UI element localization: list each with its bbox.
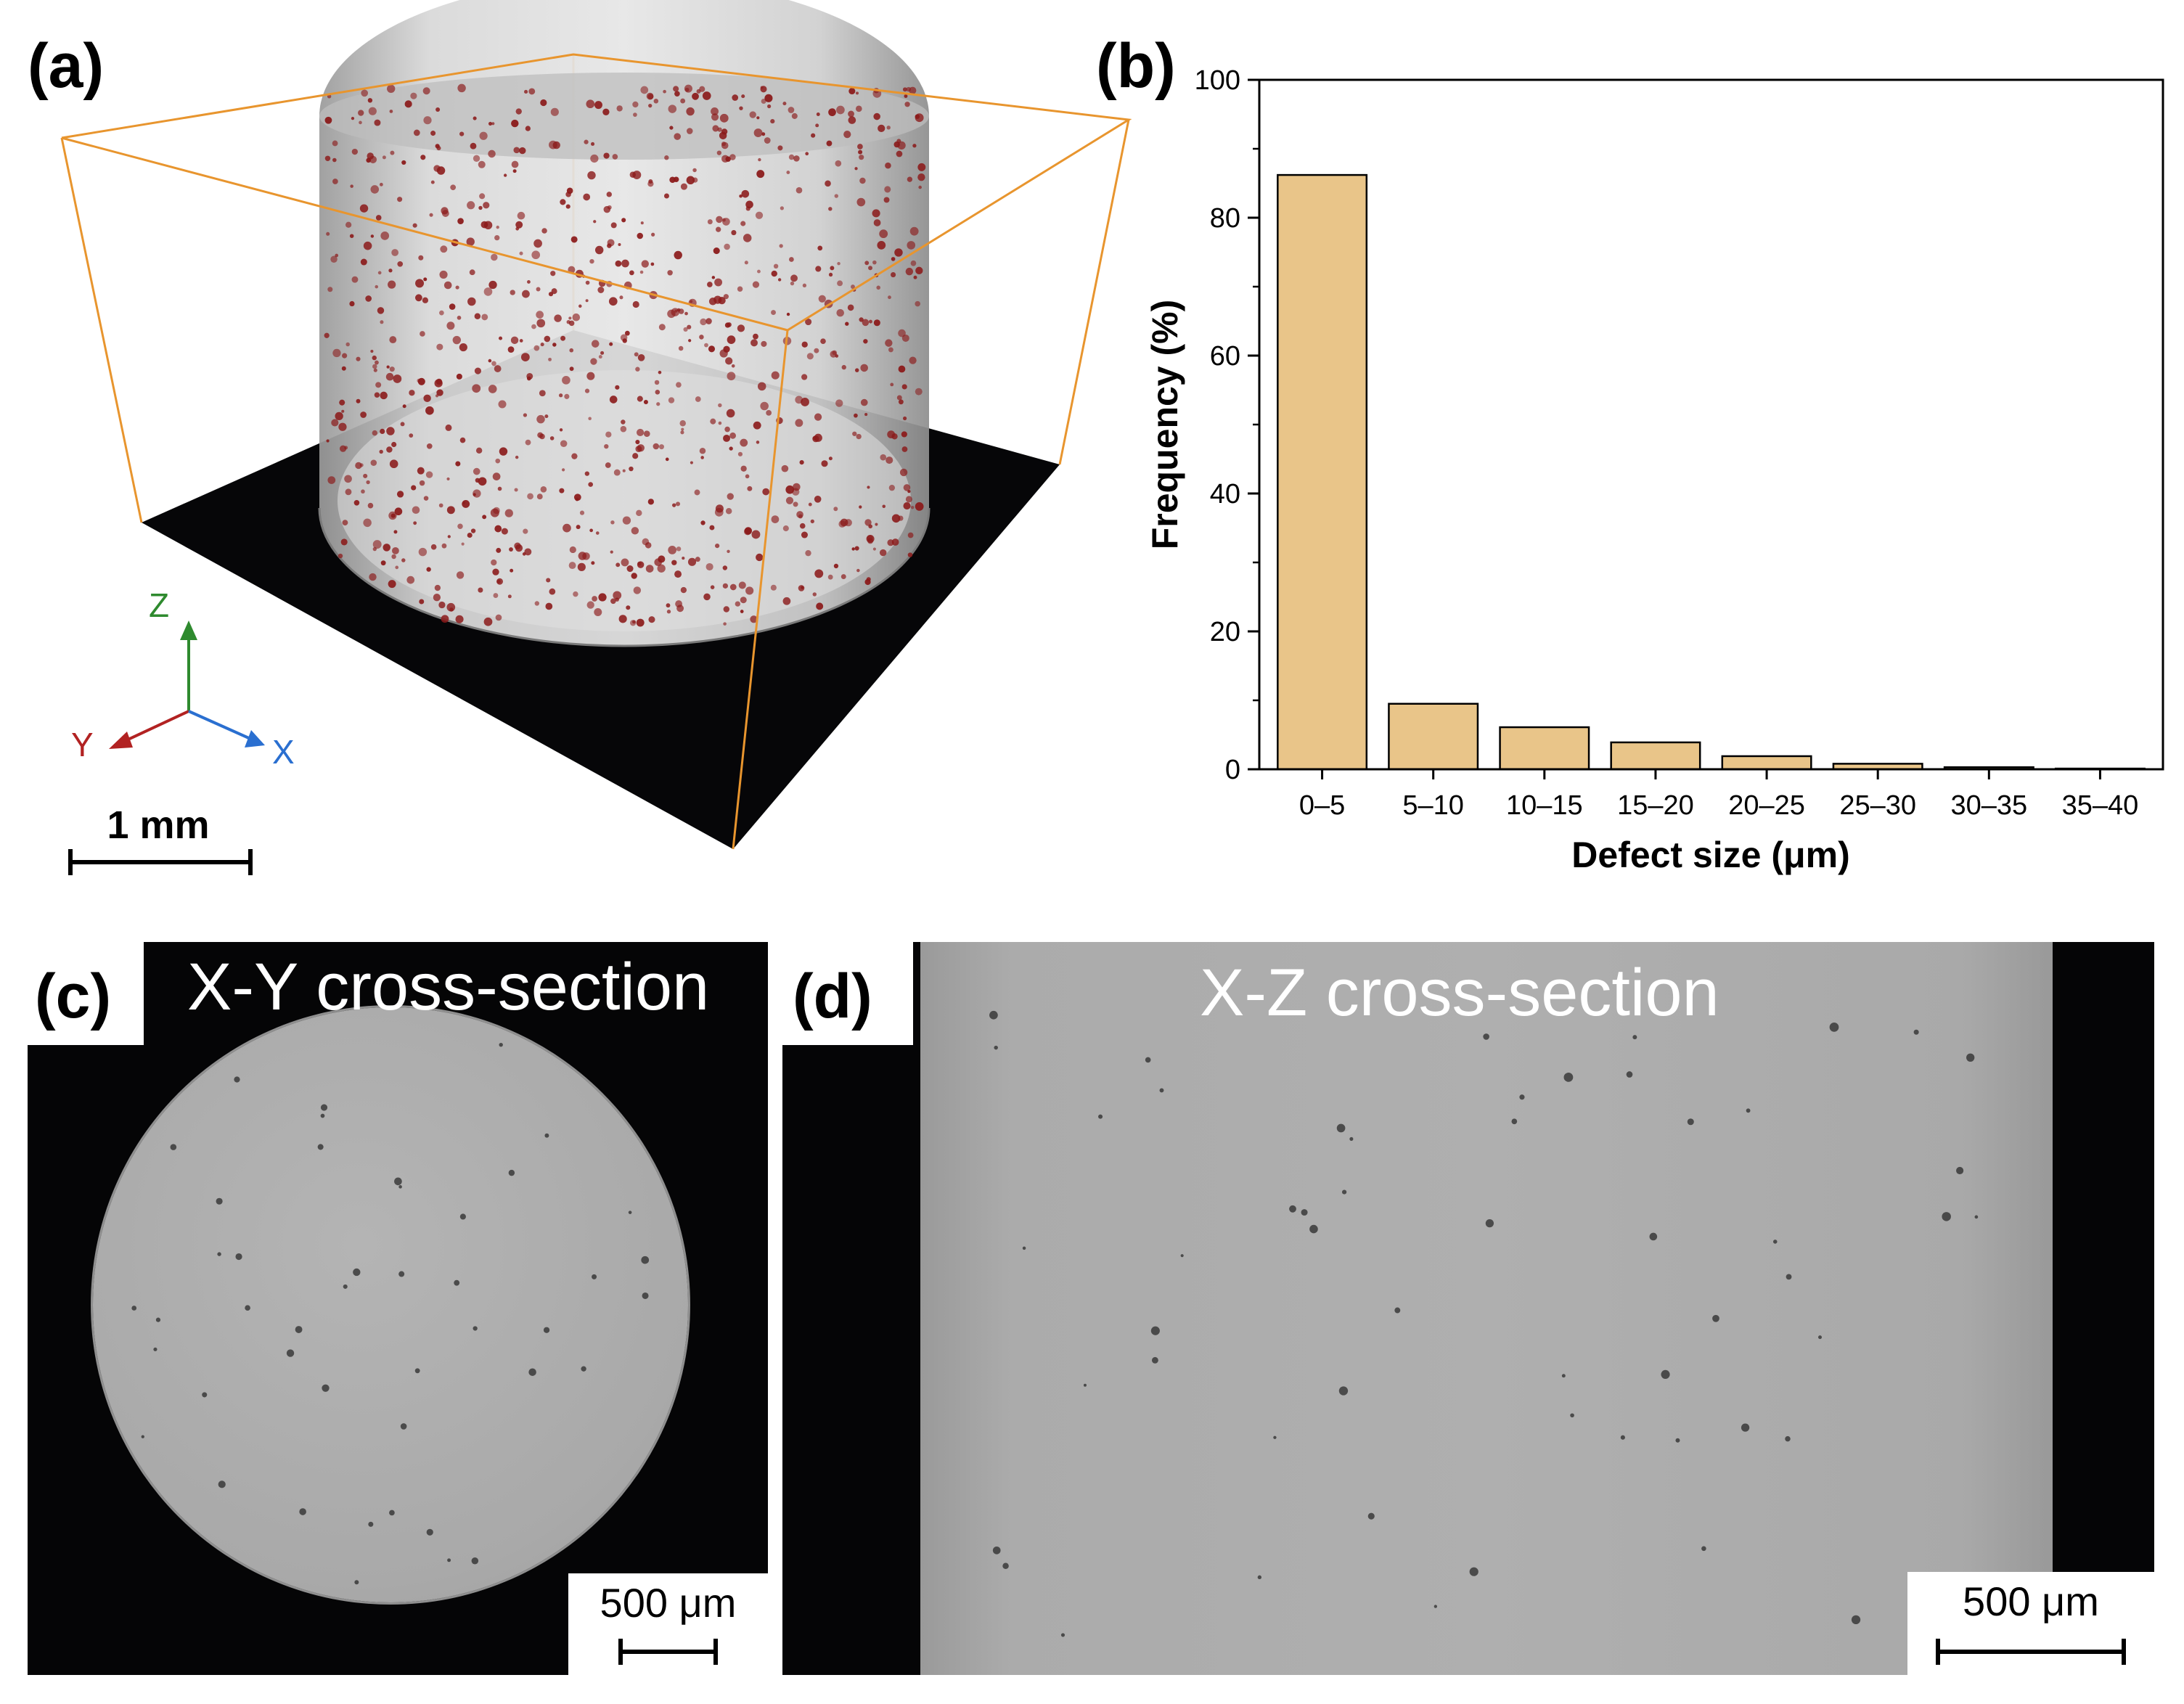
scale-bar-a-label: 1 mm xyxy=(107,803,209,847)
bar-0 xyxy=(1277,173,1368,771)
scale-bar-c-label: 500 μm xyxy=(600,1580,737,1626)
xz-section-title: X-Z cross-section xyxy=(1200,956,1719,1030)
panel-a-3d-render: Z Y X 1 mm xyxy=(60,0,1132,875)
axis-x-label: X xyxy=(272,733,295,771)
xz-section-strip xyxy=(920,942,2053,1675)
bar-3 xyxy=(1610,741,1701,771)
scale-bar-d-label: 500 μm xyxy=(1963,1578,2099,1624)
defect-points xyxy=(324,83,926,627)
scale-bar-a: 1 mm xyxy=(68,803,253,875)
scale-bar-box-d: 500 μm xyxy=(1907,1572,2154,1675)
defect-size-histogram: 0 20 40 60 80 100 0–5 5–10 10–15 15–20 20–25 25–30… xyxy=(1145,65,2164,875)
x-axis-label: Defect size (μm) xyxy=(1571,835,1849,875)
panel-label-c: (c) xyxy=(35,962,112,1031)
panel-label-d: (d) xyxy=(793,962,872,1031)
y-axis-label: Frequency (%) xyxy=(1145,300,1185,550)
x-tick-label-3: 15–20 xyxy=(1617,790,1694,821)
panel-label-b: (b) xyxy=(1096,31,1176,101)
y-tick-label-1: 20 xyxy=(1210,617,1240,647)
x-tick-label-4: 20–25 xyxy=(1728,790,1805,821)
chart-bars xyxy=(1277,173,2146,771)
axis-triad: Z Y X xyxy=(71,586,295,771)
y-tick-label-0: 0 xyxy=(1225,755,1240,785)
panel-d-xz-section: X-Z cross-section 500 μm xyxy=(782,942,2154,1675)
x-tick-label-5: 25–30 xyxy=(1839,790,1916,821)
xy-section-disc xyxy=(93,1007,688,1602)
y-tick-label-3: 60 xyxy=(1210,341,1240,372)
y-tick-label-5: 100 xyxy=(1195,65,1240,96)
xy-section-title: X-Y cross-section xyxy=(187,950,710,1024)
xy-section-pores xyxy=(131,1042,650,1585)
panel-label-box-d xyxy=(782,942,913,1045)
axis-y-label: Y xyxy=(71,726,94,763)
xz-section-pores xyxy=(989,1010,1979,1637)
bounding-box-front xyxy=(60,53,1132,850)
x-tick-label-0: 0–5 xyxy=(1299,790,1345,821)
y-tick-label-4: 80 xyxy=(1210,203,1240,234)
panel-label-box-c xyxy=(28,942,144,1045)
bar-4 xyxy=(1721,755,1812,771)
x-tick-label-6: 30–35 xyxy=(1950,790,2027,821)
scale-bar-d xyxy=(1936,1639,2126,1665)
x-tick-label-1: 5–10 xyxy=(1402,790,1464,821)
panel-label-a: (a) xyxy=(28,31,105,101)
chart-x-ticks: 0–5 5–10 10–15 15–20 20–25 25–30 30–35 35–40 xyxy=(1299,769,2138,821)
chart-y-ticks: 0 20 40 60 80 100 xyxy=(1195,65,1259,785)
panel-c-xy-section: X-Y cross-section 500 μm xyxy=(28,942,768,1675)
x-tick-label-7: 35–40 xyxy=(2062,790,2139,821)
x-tick-label-2: 10–15 xyxy=(1506,790,1583,821)
scale-bar-box-c: 500 μm xyxy=(568,1573,768,1675)
axis-z-label: Z xyxy=(149,586,169,624)
plot-frame xyxy=(1258,78,2164,771)
bar-2 xyxy=(1499,726,1590,771)
bar-1 xyxy=(1388,703,1479,771)
y-tick-label-2: 40 xyxy=(1210,479,1240,509)
sample-cylinder xyxy=(318,0,931,647)
scale-bar-c xyxy=(618,1639,718,1665)
